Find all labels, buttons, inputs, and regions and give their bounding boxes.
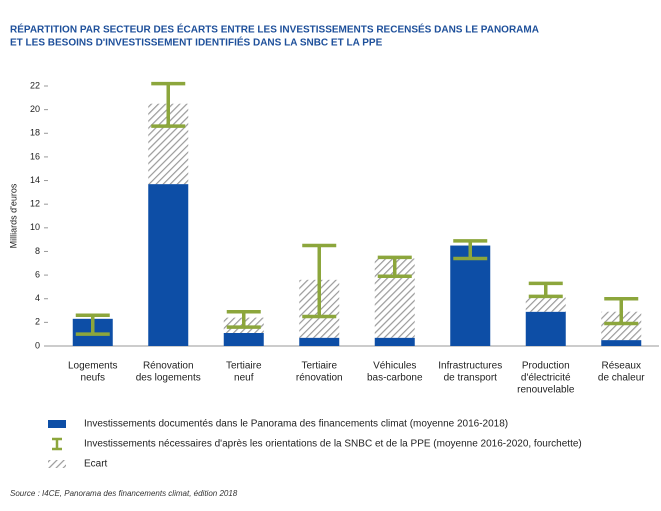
y-tick-label: 8: [35, 246, 40, 256]
x-tick-label: Tertiaire: [301, 361, 337, 372]
x-tick-label: neufs: [81, 373, 105, 384]
x-tick-label: Production: [522, 361, 570, 372]
legend-swatch: [52, 437, 62, 451]
range-bar: [151, 81, 186, 128]
range-bar: [528, 281, 563, 299]
range-bar: [302, 243, 337, 319]
x-tick-label: rénovation: [296, 373, 343, 384]
x-tick-label: des logements: [136, 373, 201, 384]
y-tick-label: 10: [30, 222, 40, 232]
y-tick-label: 12: [30, 199, 40, 209]
bar: [148, 184, 189, 346]
x-tick-label: bas-carbone: [367, 373, 423, 384]
x-tick-label: Réseaux: [602, 361, 641, 372]
chart-title: RÉPARTITION PAR SECTEUR DES ÉCARTS ENTRE…: [10, 23, 539, 36]
x-tick-label: renouvelable: [517, 385, 575, 396]
legend-swatch: [48, 420, 66, 428]
range-bar: [226, 309, 261, 329]
ecart-segment: [525, 297, 566, 312]
y-tick-label: 0: [35, 340, 40, 350]
x-tick-label: Véhicules: [373, 361, 416, 372]
range-bar: [377, 255, 412, 279]
x-tick-label: Rénovation: [143, 361, 194, 372]
y-tick-label: 4: [35, 293, 40, 303]
y-tick-label: 16: [30, 151, 40, 161]
y-tick-label: 22: [30, 80, 40, 90]
x-tick-label: de chaleur: [598, 373, 645, 384]
y-tick-label: 20: [30, 104, 40, 114]
range-bar: [604, 296, 639, 326]
y-tick-label: 6: [35, 269, 40, 279]
bar: [450, 245, 491, 346]
x-tick-label: Infrastructures: [438, 361, 502, 372]
bar: [525, 311, 566, 346]
range-bar: [453, 239, 488, 261]
x-tick-label: de transport: [444, 373, 498, 384]
range-bar: [75, 313, 110, 336]
legend-label: Investissements nécessaires d'après les …: [84, 439, 582, 450]
source: Source : I4CE, Panorama des financements…: [10, 489, 238, 498]
y-tick-label: 2: [35, 317, 40, 327]
bar: [223, 333, 264, 346]
y-tick-label: 14: [30, 175, 40, 185]
x-tick-label: Logements: [68, 361, 117, 372]
y-tick-label: 18: [30, 128, 40, 138]
chart-title: ET LES BESOINS D'INVESTISSEMENT IDENTIFI…: [10, 36, 383, 49]
bar: [299, 337, 340, 346]
legend-label: Ecart: [84, 459, 108, 470]
x-tick-label: neuf: [234, 373, 254, 384]
legend-label: Investissements documentés dans le Panor…: [84, 419, 508, 430]
x-tick-label: Tertiaire: [226, 361, 262, 372]
y-axis-label: Milliards d'euros: [8, 183, 18, 248]
legend-swatch: [48, 460, 66, 468]
x-tick-label: d'électricité: [521, 373, 571, 384]
bar: [374, 337, 415, 346]
bar: [601, 340, 642, 346]
